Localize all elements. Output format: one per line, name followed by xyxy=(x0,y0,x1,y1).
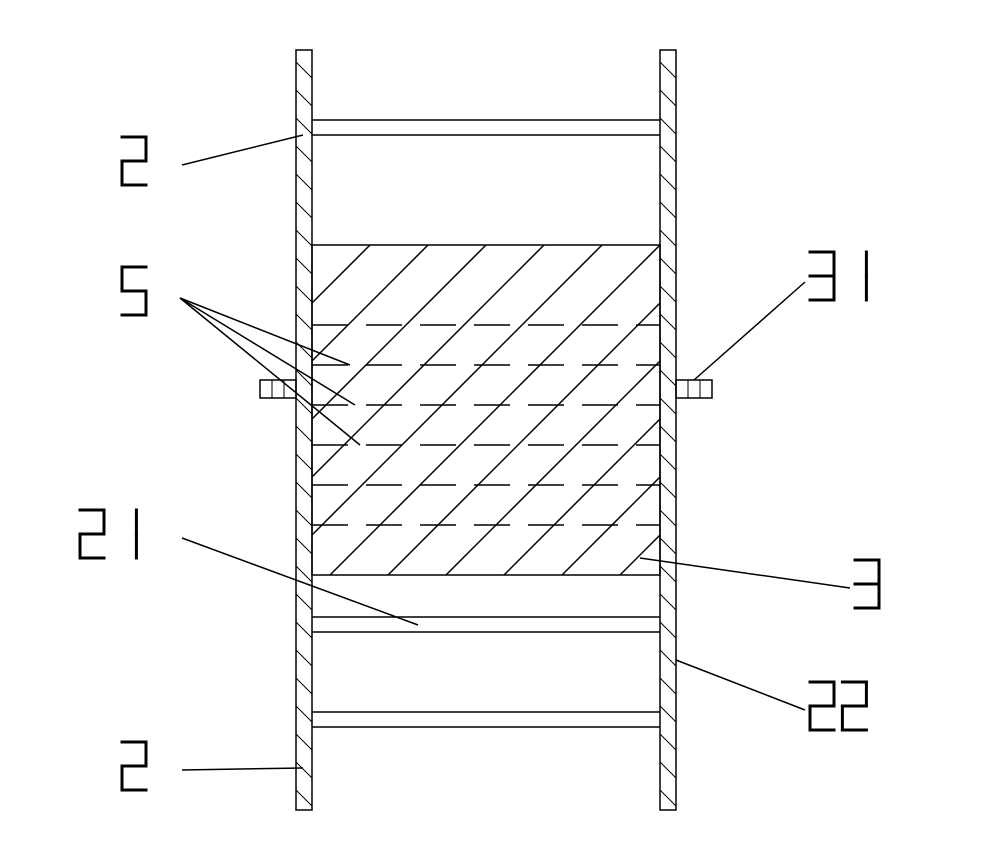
leader-line xyxy=(182,768,303,770)
flange-right xyxy=(676,380,712,398)
leader-line xyxy=(182,135,303,165)
leader-line xyxy=(180,298,355,405)
leader-line xyxy=(640,558,850,588)
label-5 xyxy=(122,267,146,315)
label-3 xyxy=(855,560,879,608)
label-2 xyxy=(122,137,146,185)
leader-line xyxy=(676,660,805,710)
label-2 xyxy=(122,742,146,790)
right-wall xyxy=(660,50,676,810)
leader-line xyxy=(694,282,805,380)
leader-line xyxy=(180,298,350,365)
label-22 xyxy=(810,682,866,730)
leader-line xyxy=(182,538,418,625)
label-21 xyxy=(80,510,136,558)
left-wall xyxy=(296,50,312,810)
label-31 xyxy=(810,252,866,300)
leader-line xyxy=(180,298,360,445)
